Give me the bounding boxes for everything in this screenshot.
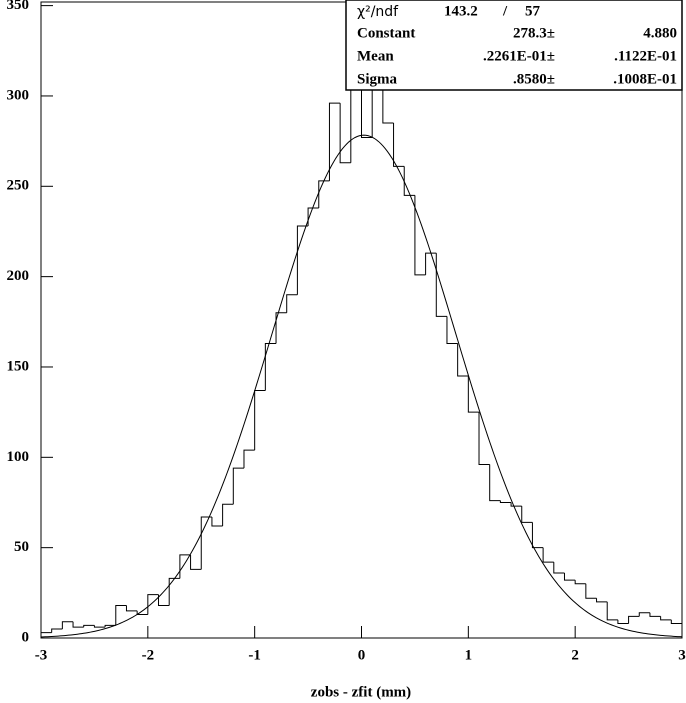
stats-name: Mean [357, 48, 394, 64]
y-tick-label: 50 [14, 539, 29, 555]
histogram-bin [510, 502, 522, 507]
x-axis-label: zobs - zfit (mm) [311, 684, 411, 700]
stats-value: .2261E-01± [483, 48, 555, 64]
y-tick-label: 150 [7, 358, 30, 374]
histogram-bin [425, 252, 437, 275]
histogram-bin [670, 619, 682, 625]
stats-error: 4.880 [643, 25, 677, 41]
histogram-bin [638, 612, 650, 617]
y-tick-label: 100 [7, 449, 30, 465]
histogram-bin [286, 294, 298, 313]
histogram-bin [403, 166, 415, 196]
histogram-bin [179, 554, 191, 579]
histogram-bin [243, 449, 255, 469]
histogram-bin [563, 572, 576, 581]
histogram-bin [40, 632, 52, 638]
stats-name: Constant [357, 25, 415, 41]
stats-name: Sigma [357, 71, 398, 87]
histogram-bin [617, 619, 629, 625]
histogram-bin [104, 624, 116, 628]
histogram-bin [596, 598, 608, 603]
histogram-bin [467, 376, 480, 413]
histogram-bin [275, 312, 287, 344]
histogram-bin [339, 103, 351, 164]
histogram-bin [147, 594, 159, 615]
x-tick-label: -3 [35, 647, 48, 663]
histogram-bin [435, 253, 447, 317]
stats-chi2-label: χ²/ndf [357, 4, 399, 20]
histogram-bin [553, 562, 565, 574]
stats-value: 278.3± [513, 25, 555, 41]
stats-error: .1122E-01 [614, 48, 677, 64]
histogram-bin [521, 506, 533, 523]
histogram-bin [660, 616, 672, 621]
histogram-bin [531, 522, 544, 549]
histogram-bin [264, 342, 277, 391]
x-tick-label: 0 [358, 647, 366, 663]
y-tick-label: 350 [7, 0, 30, 13]
stats-ndf: 57 [525, 3, 541, 19]
histogram-bin [168, 577, 180, 606]
histogram-bin [489, 464, 501, 502]
histogram-bin [628, 615, 640, 624]
histogram-bin [414, 195, 426, 276]
histogram-bin [72, 621, 84, 628]
histogram-bin [499, 500, 512, 503]
histogram-bin [61, 621, 74, 629]
histogram-bin [585, 583, 597, 599]
histogram-bin [446, 316, 458, 344]
histogram-bin [328, 102, 341, 181]
histogram-bin [200, 516, 212, 570]
histogram-bin [478, 412, 490, 466]
stats-slash: / [502, 3, 508, 19]
x-tick-label: -1 [248, 647, 261, 663]
histogram-bin [457, 343, 469, 377]
x-tick-label: 2 [571, 647, 579, 663]
histogram-bin [190, 554, 202, 570]
histogram-bin [318, 180, 330, 208]
x-tick-label: 3 [678, 647, 686, 663]
y-tick-label: 250 [7, 178, 30, 194]
stats-chi2: 143.2 [444, 3, 478, 19]
x-tick-label: 1 [465, 647, 473, 663]
stats-box [345, 0, 683, 91]
histogram-bin [254, 389, 266, 451]
histogram-bin [51, 628, 63, 633]
y-tick-label: 300 [7, 87, 30, 103]
histogram-bin [211, 516, 223, 527]
histogram-bin [115, 604, 127, 626]
histogram-bin [93, 625, 106, 628]
histogram-bin [649, 612, 661, 617]
histogram-bin [574, 580, 586, 585]
histogram-bin [232, 467, 244, 505]
histogram-bin [158, 594, 170, 606]
histogram-bin [393, 123, 405, 167]
stats-value: .8580± [513, 71, 555, 87]
histogram-bin [125, 605, 138, 612]
histogram-bin [83, 624, 95, 628]
histogram-bin [296, 225, 309, 295]
histogram-bin [606, 601, 618, 621]
x-tick-label: -2 [142, 647, 155, 663]
fit-curve [40, 134, 683, 638]
y-tick-label: 200 [7, 268, 30, 284]
histogram-bin [361, 72, 373, 139]
y-tick-label: 0 [22, 629, 30, 645]
stats-error: .1008E-01 [613, 71, 677, 87]
histogram-bin [542, 547, 554, 563]
histogram-bin [222, 503, 234, 526]
